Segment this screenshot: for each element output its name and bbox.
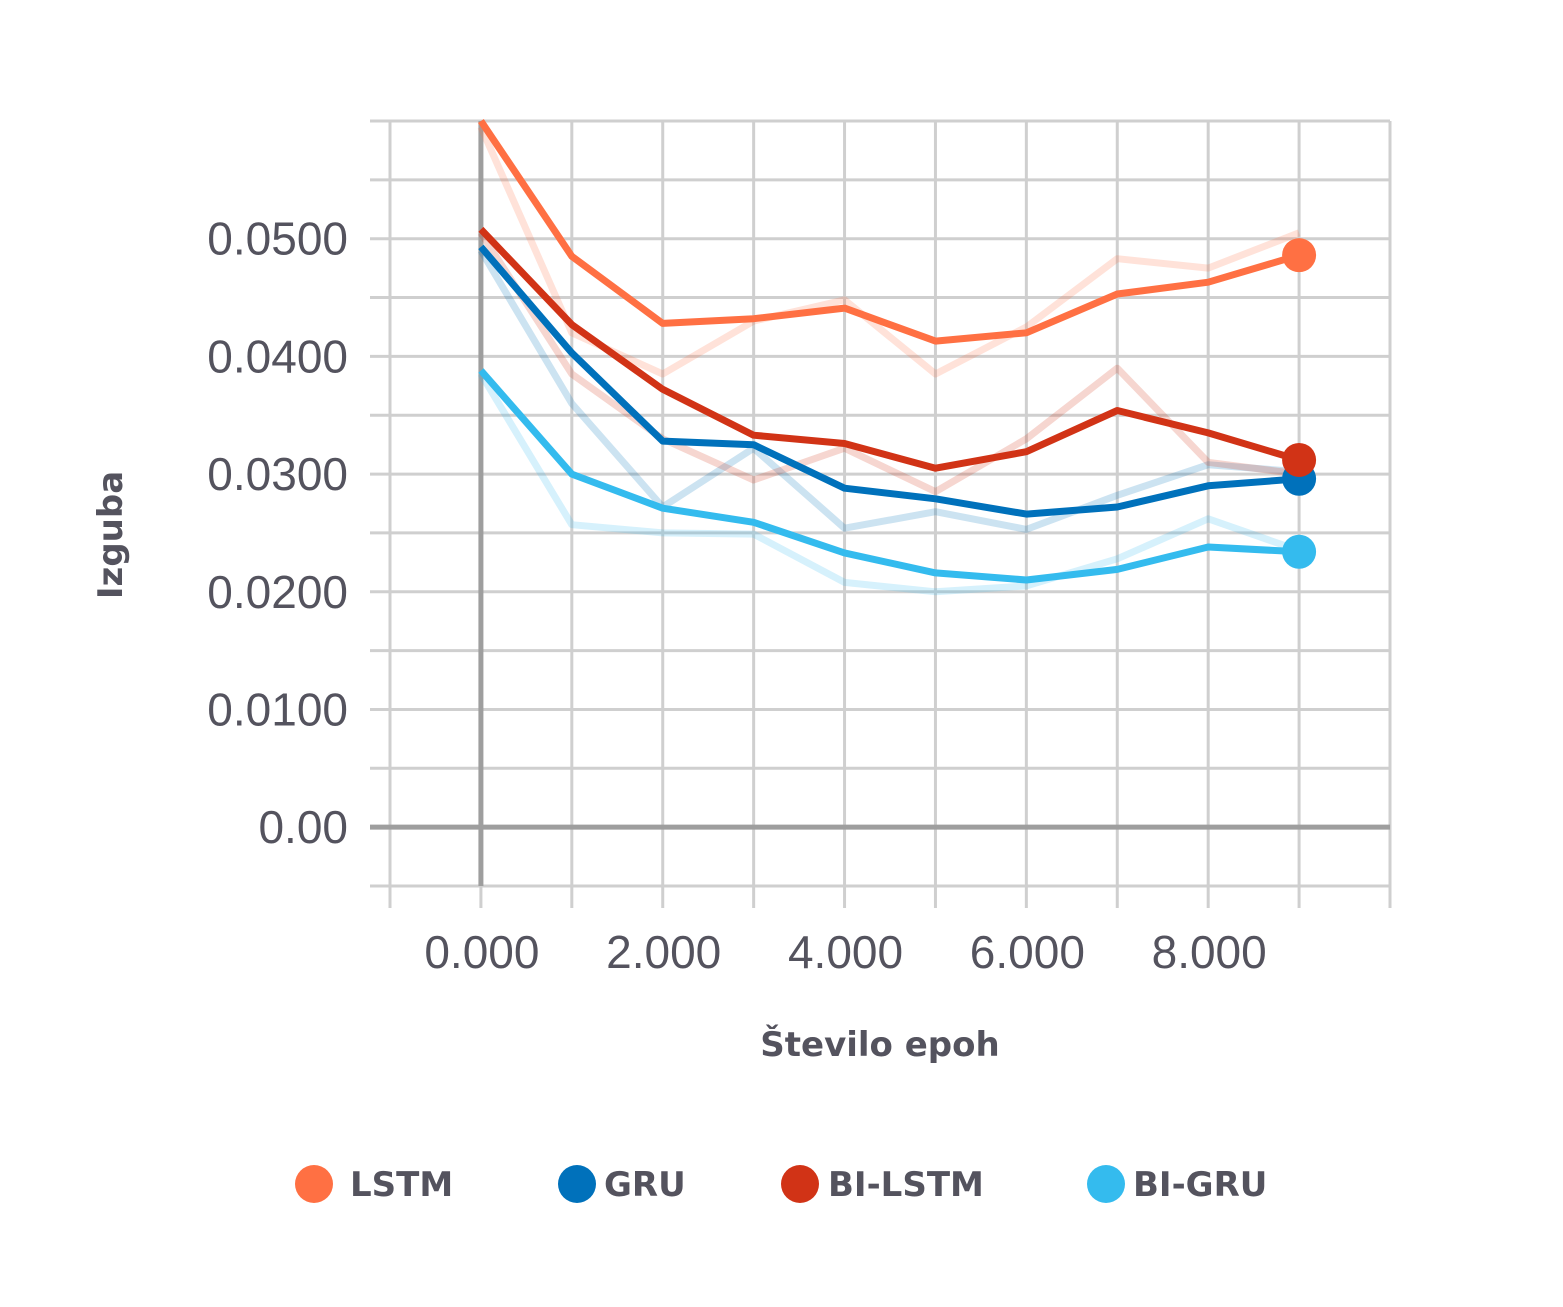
- legend-label: LSTM: [350, 1165, 453, 1205]
- x-tick-label: 8.000: [1152, 926, 1267, 978]
- series-line-bi-gru: [478, 368, 1300, 584]
- legend-item-bi-gru[interactable]: BI-GRU: [1087, 1165, 1267, 1205]
- legend-label: GRU: [604, 1165, 686, 1205]
- y-axis-title: Izguba: [91, 471, 131, 599]
- x-tick-label: 4.000: [788, 926, 903, 978]
- axes: [370, 121, 1390, 886]
- series-line-bi-lstm: [478, 226, 1301, 472]
- raw-series-lines: [477, 125, 1301, 596]
- x-tick-label: 6.000: [970, 926, 1085, 978]
- legend-swatch: [781, 1165, 819, 1203]
- y-tick-label: 0.0200: [207, 566, 348, 618]
- y-tick-label: 0.00: [258, 801, 348, 853]
- y-tick-labels: 0.00 0.0100 0.0200 0.0300 0.0400 0.0500: [207, 213, 348, 853]
- x-tick-labels: 0.000 2.000 4.000 6.000 8.000: [424, 926, 1266, 978]
- grid: [370, 119, 1392, 908]
- raw-line-bi-lstm: [477, 230, 1300, 496]
- series-line-gru: [478, 244, 1300, 518]
- legend-label: BI-GRU: [1133, 1165, 1267, 1205]
- y-tick-label: 0.0300: [207, 448, 348, 500]
- legend-swatch: [295, 1165, 333, 1203]
- smoothed-series-lines: [477, 119, 1301, 584]
- legend-swatch: [1087, 1165, 1125, 1203]
- end-marker-bi-gru: [1282, 534, 1317, 569]
- y-tick-label: 0.0400: [207, 330, 348, 382]
- legend: LSTM GRU BI-LSTM BI-GRU: [295, 1165, 1267, 1205]
- x-tick-label: 0.000: [424, 926, 539, 978]
- legend-swatch: [558, 1165, 596, 1203]
- end-marker-lstm: [1282, 238, 1317, 273]
- y-tick-label: 0.0500: [207, 213, 348, 265]
- legend-item-lstm[interactable]: LSTM: [295, 1165, 453, 1205]
- legend-label: BI-LSTM: [828, 1165, 984, 1205]
- series-line-lstm: [477, 119, 1301, 345]
- x-axis-title: Število epoh: [760, 1024, 999, 1065]
- raw-line-gru: [477, 248, 1300, 533]
- legend-item-bi-lstm[interactable]: BI-LSTM: [781, 1165, 984, 1205]
- end-markers: [1282, 238, 1317, 569]
- raw-line-lstm: [477, 125, 1301, 378]
- x-tick-label: 2.000: [606, 926, 721, 978]
- legend-item-gru[interactable]: GRU: [558, 1165, 686, 1205]
- raw-line-bi-gru: [477, 372, 1301, 596]
- y-tick-label: 0.0100: [207, 683, 348, 735]
- end-marker-bi-lstm: [1282, 442, 1317, 477]
